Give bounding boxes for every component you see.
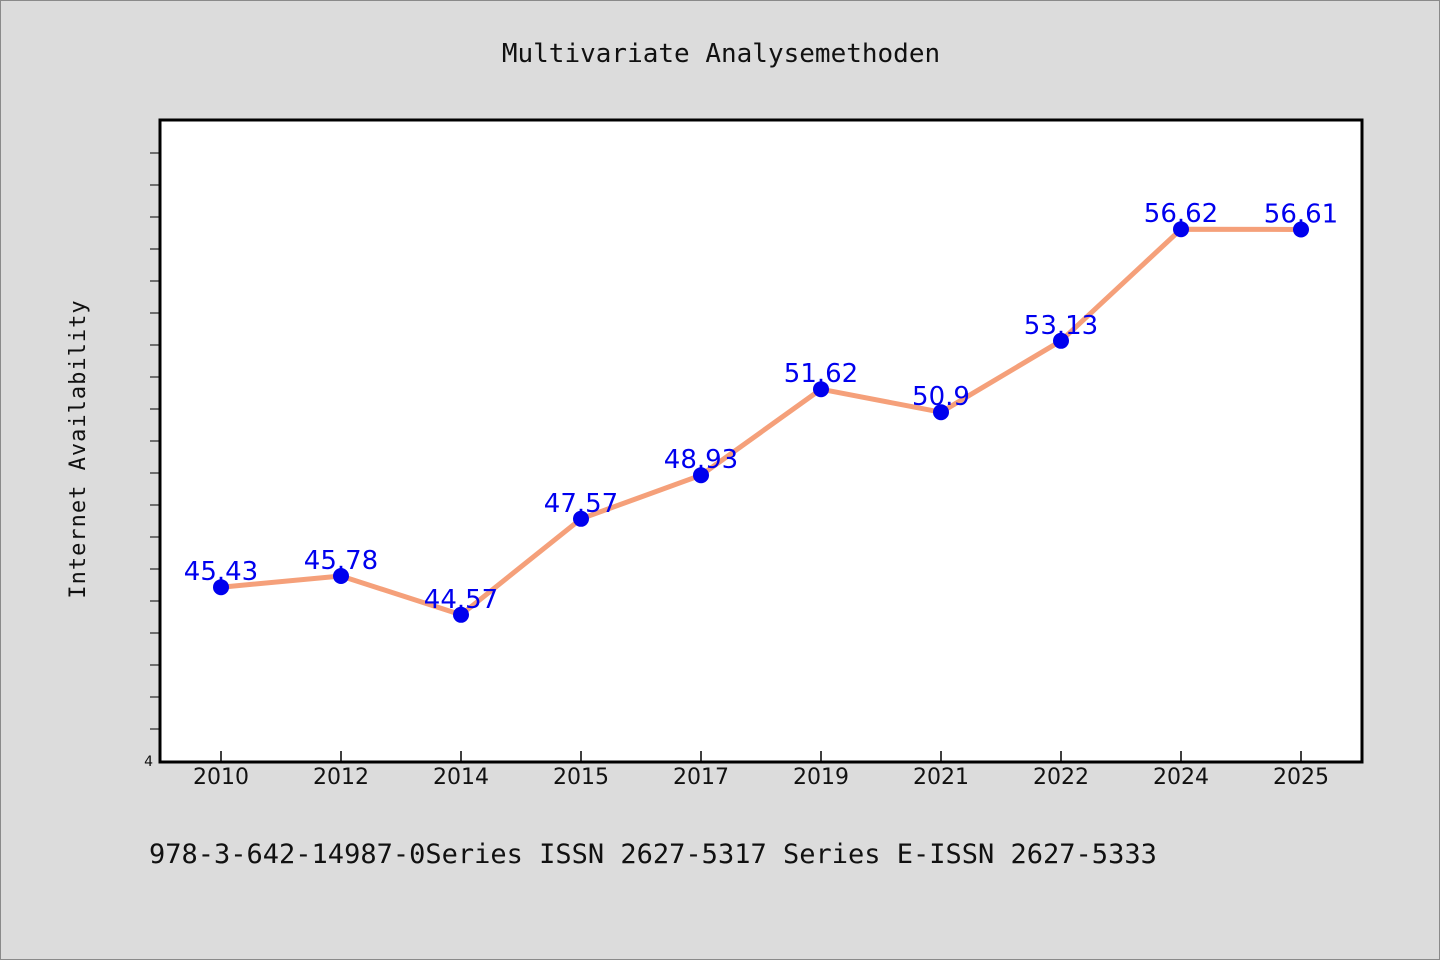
data-label: 45.78 <box>304 546 378 576</box>
series-line <box>218 226 1304 618</box>
x-tick-label: 2019 <box>793 765 849 790</box>
x-tick-label: 2022 <box>1033 765 1089 790</box>
data-point-marker <box>1053 332 1069 349</box>
y-tick-label: 4 <box>144 754 153 770</box>
data-label: 45.43 <box>184 557 258 587</box>
data-point-marker <box>693 467 709 484</box>
data-label: 53.13 <box>1024 311 1098 341</box>
data-label: 56.62 <box>1144 199 1218 229</box>
data-label: 51.62 <box>784 359 858 389</box>
x-tick-label: 2010 <box>193 765 249 790</box>
x-tick-label: 2017 <box>673 765 729 790</box>
x-tick-label: 2024 <box>1153 765 1209 790</box>
data-label: 48.93 <box>664 445 738 475</box>
data-label: 50.9 <box>912 382 970 412</box>
data-point-marker <box>333 568 349 584</box>
footer-text: 978-3-642-14987-0Series ISSN 2627-5317 S… <box>149 839 1157 870</box>
data-label: 56.61 <box>1264 200 1338 230</box>
data-point-marker <box>1173 221 1189 238</box>
plot-area <box>158 118 1364 764</box>
data-point-marker <box>573 510 589 527</box>
data-point-marker <box>813 381 829 398</box>
y-axis-ticks: 4 <box>144 152 161 770</box>
x-tick-label: 2025 <box>1273 765 1329 790</box>
data-point-marker <box>453 606 469 623</box>
series-layer: 45.43 45.78 44.57 47.57 48.93 51.62 50.9 53.13 5… <box>184 199 1338 623</box>
data-point-marker <box>1293 221 1309 238</box>
x-tick-label: 2014 <box>433 765 489 790</box>
data-label: 47.57 <box>544 489 618 519</box>
data-point-marker <box>213 579 229 596</box>
data-label: 44.57 <box>424 585 498 615</box>
chart-title: Multivariate Analysemethoden <box>502 39 940 69</box>
data-point-marker <box>933 404 949 421</box>
x-tick-label: 2021 <box>913 765 969 790</box>
y-axis-label: Internet Availability <box>66 299 91 598</box>
x-axis-ticks: 2010 2012 2014 2015 2017 2019 2021 2022 2024 2025 <box>193 751 1329 790</box>
x-tick-label: 2015 <box>553 765 609 790</box>
x-tick-label: 2012 <box>313 765 369 790</box>
